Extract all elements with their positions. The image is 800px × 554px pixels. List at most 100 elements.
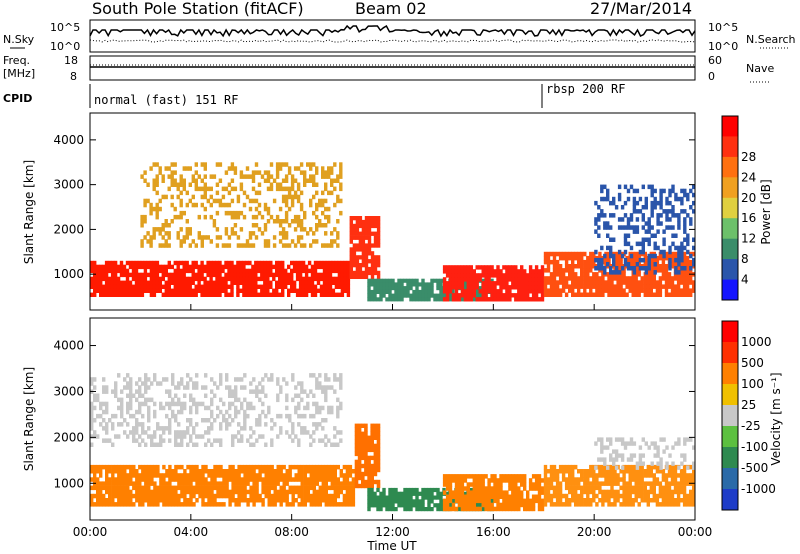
power-heatmap-cell bbox=[370, 266, 375, 272]
velocity-heatmap-cell bbox=[111, 422, 115, 427]
velocity-heatmap-cell bbox=[546, 469, 551, 474]
power-heatmap-cell bbox=[367, 231, 372, 236]
power-heatmap-cell bbox=[263, 288, 267, 293]
velocity-heatmap-cell bbox=[357, 447, 362, 453]
power-heatmap-cell bbox=[266, 174, 271, 179]
power-heatmap-cell bbox=[170, 194, 174, 200]
power-heatmap-cell bbox=[409, 278, 413, 283]
power-heatmap-cell bbox=[143, 276, 148, 282]
velocity-heatmap-cell bbox=[558, 502, 563, 507]
power-heatmap-cell bbox=[635, 229, 640, 234]
power-ytick-label: 1000 bbox=[53, 267, 84, 281]
power-heatmap-cell bbox=[668, 209, 672, 214]
power-heatmap-cell bbox=[549, 259, 554, 265]
power-heatmap-cell bbox=[224, 202, 229, 208]
power-colorbar-tick: 4 bbox=[741, 273, 749, 287]
power-heatmap-cell bbox=[334, 280, 339, 285]
velocity-heatmap-cell bbox=[306, 469, 310, 474]
velocity-heatmap-cell bbox=[472, 490, 476, 495]
power-heatmap-cell bbox=[230, 276, 234, 282]
power-heatmap-cell bbox=[448, 285, 453, 290]
velocity-heatmap-cell bbox=[324, 464, 328, 470]
power-heatmap-cell bbox=[586, 272, 590, 277]
power-heatmap-cell bbox=[626, 241, 631, 247]
velocity-heatmap-cell bbox=[373, 431, 378, 436]
power-heatmap-cell bbox=[310, 292, 315, 297]
power-heatmap-cell bbox=[343, 260, 348, 266]
power-colorbar-tick: 16 bbox=[741, 211, 756, 225]
power-heatmap-cell bbox=[442, 269, 447, 274]
velocity-heatmap-cell bbox=[534, 494, 539, 499]
power-heatmap-cell bbox=[656, 229, 660, 234]
power-heatmap-cell bbox=[626, 221, 631, 226]
velocity-heatmap-cell bbox=[90, 405, 94, 411]
velocity-heatmap-cell bbox=[132, 502, 136, 507]
velocity-heatmap-cell bbox=[683, 457, 687, 462]
velocity-heatmap-cell bbox=[186, 481, 190, 486]
power-heatmap-cell bbox=[152, 182, 156, 187]
power-heatmap-cell bbox=[307, 280, 312, 285]
velocity-heatmap-cell bbox=[333, 489, 337, 495]
power-heatmap-cell bbox=[260, 288, 264, 293]
power-heatmap-cell bbox=[472, 277, 476, 282]
power-heatmap-cell bbox=[152, 186, 156, 192]
power-heatmap-cell bbox=[221, 280, 225, 285]
velocity-heatmap-cell bbox=[463, 474, 468, 479]
power-heatmap-cell bbox=[188, 292, 192, 297]
velocity-heatmap-cell bbox=[192, 489, 196, 495]
power-heatmap-cell bbox=[251, 284, 255, 289]
power-heatmap-cell bbox=[546, 280, 551, 285]
velocity-heatmap-cell bbox=[240, 464, 244, 470]
power-heatmap-cell bbox=[647, 266, 651, 271]
power-heatmap-cell bbox=[321, 166, 325, 171]
power-heatmap-cell bbox=[472, 289, 476, 294]
velocity-heatmap-cell bbox=[153, 464, 157, 470]
power-heatmap-cell bbox=[457, 273, 462, 278]
power-heatmap-cell bbox=[352, 247, 357, 252]
power-heatmap-cell bbox=[358, 274, 363, 279]
power-heatmap-cell bbox=[603, 184, 607, 190]
velocity-heatmap-cell bbox=[105, 422, 109, 427]
velocity-heatmap-cell bbox=[153, 493, 157, 499]
power-heatmap-cell bbox=[589, 251, 593, 257]
velocity-heatmap-cell bbox=[228, 393, 232, 398]
velocity-heatmap-cell bbox=[315, 426, 319, 431]
velocity-heatmap-cell bbox=[676, 502, 681, 507]
velocity-heatmap-cell bbox=[546, 485, 551, 491]
velocity-heatmap-cell bbox=[123, 498, 127, 503]
velocity-heatmap-cell bbox=[628, 502, 632, 507]
velocity-heatmap-cell bbox=[306, 493, 310, 499]
velocity-heatmap-cell bbox=[165, 493, 169, 499]
velocity-heatmap-cell bbox=[324, 397, 328, 403]
velocity-heatmap-cell bbox=[451, 506, 456, 512]
power-heatmap-cell bbox=[303, 243, 307, 248]
velocity-heatmap-cell bbox=[240, 438, 244, 443]
power-heatmap-cell bbox=[107, 276, 112, 282]
velocity-heatmap-cell bbox=[171, 469, 175, 474]
power-heatmap-cell bbox=[685, 264, 690, 269]
velocity-heatmap-cell bbox=[291, 464, 295, 470]
velocity-heatmap-cell bbox=[102, 401, 106, 407]
power-heatmap-cell bbox=[644, 221, 648, 226]
power-heatmap-cell bbox=[167, 292, 171, 297]
power-heatmap-cell bbox=[215, 198, 220, 204]
power-heatmap-cell bbox=[315, 239, 319, 244]
velocity-heatmap-cell bbox=[222, 469, 226, 474]
power-heatmap-cell bbox=[281, 235, 286, 240]
velocity-heatmap-cell bbox=[677, 437, 681, 442]
velocity-heatmap-cell bbox=[607, 493, 611, 499]
velocity-heatmap-cell bbox=[141, 430, 145, 435]
power-heatmap-cell bbox=[284, 162, 289, 167]
velocity-heatmap-cell bbox=[243, 422, 247, 427]
power-colorbar-label: Power [dB] bbox=[759, 179, 773, 244]
velocity-heatmap-cell bbox=[537, 482, 542, 487]
velocity-heatmap-cell bbox=[216, 413, 220, 419]
power-heatmap-cell bbox=[546, 288, 551, 293]
power-heatmap-cell bbox=[641, 237, 645, 242]
power-heatmap-cell bbox=[254, 268, 258, 274]
velocity-heatmap-cell bbox=[324, 498, 328, 503]
velocity-heatmap-cell bbox=[682, 477, 687, 482]
velocity-heatmap-cell bbox=[195, 409, 199, 415]
velocity-heatmap-cell bbox=[561, 493, 566, 499]
power-heatmap-cell bbox=[203, 206, 207, 212]
